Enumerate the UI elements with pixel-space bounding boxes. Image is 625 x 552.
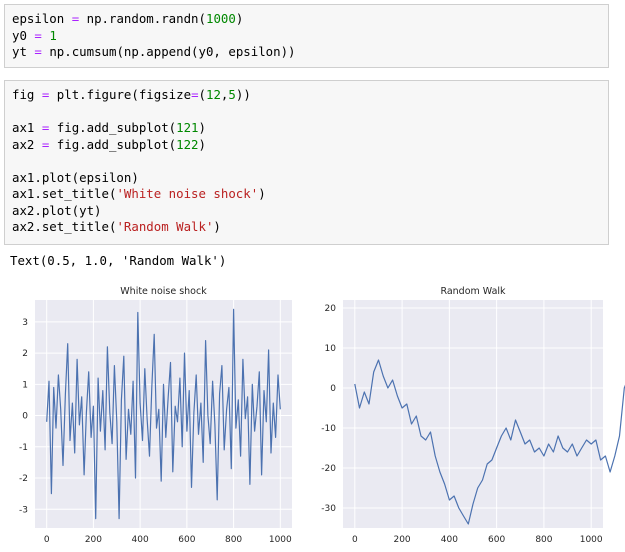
y-tick-label: 3 (22, 318, 28, 328)
code-token: = (34, 44, 42, 59)
code-token: ax1.plot(epsilon) (12, 169, 139, 185)
code-token: epsilon (12, 11, 72, 26)
y-tick-label: 0 (330, 384, 336, 394)
code-token: 121 (176, 120, 199, 135)
y-tick-label: -10 (321, 424, 336, 434)
code-token: ) (213, 219, 221, 234)
x-tick-label: 1000 (580, 535, 603, 545)
code-cell-1[interactable]: epsilon = np.random.randn(1000) y0 = 1 y… (4, 4, 609, 68)
code-token: ax1 (12, 120, 42, 135)
code-token: 12 (206, 87, 221, 102)
code-token: = (41, 120, 50, 135)
code-token: 1 (49, 27, 57, 43)
y-tick-label: -2 (19, 474, 28, 484)
y-tick-label: 0 (22, 412, 28, 422)
x-tick-label: 200 (85, 535, 102, 545)
code-token: ax2 (12, 136, 42, 152)
code-token: = (34, 27, 42, 43)
series-line (46, 308, 281, 520)
y-tick-label: -3 (19, 505, 28, 515)
code-token: 1000 (205, 11, 236, 26)
code-token: 122 (176, 136, 199, 152)
y-tick-label: 10 (325, 344, 337, 354)
code-token: np.random.randn( (79, 11, 206, 26)
code-token: yt (12, 44, 35, 59)
cell-output-text: Text(0.5, 1.0, 'Random Walk') (10, 253, 227, 268)
y-tick-label: -20 (321, 464, 336, 474)
code-token: 'White noise shock' (116, 186, 259, 201)
code-token: fig (12, 87, 42, 102)
y-tick-label: 1 (22, 380, 28, 390)
x-tick-label: 400 (441, 535, 458, 545)
y-tick-label: -30 (321, 504, 336, 514)
code-token: )) (235, 87, 251, 102)
code-cell-1-source[interactable]: epsilon = np.random.randn(1000) y0 = 1 y… (5, 5, 608, 67)
x-tick-label: 600 (178, 535, 195, 545)
code-token: = (41, 87, 50, 102)
code-token: np.cumsum(np.append(y0, epsilon)) (41, 44, 296, 59)
code-token: ax1.set_title( (12, 186, 117, 201)
code-token: y0 (12, 27, 35, 43)
y-tick-label: -1 (19, 443, 28, 453)
x-tick-label: 200 (393, 535, 410, 545)
code-cell-2[interactable]: fig = plt.figure(figsize=(12,5)) ax1 = f… (4, 80, 609, 245)
code-token: fig.add_subplot( (49, 120, 177, 135)
series-line (354, 359, 625, 525)
code-token: fig.add_subplot( (49, 136, 177, 152)
y-tick-label: 2 (22, 349, 28, 359)
code-token: 'Random Walk' (116, 219, 214, 234)
code-token: ) (235, 11, 244, 26)
code-token: 5 (228, 87, 236, 102)
x-tick-label: 400 (132, 535, 149, 545)
code-token: ax2.set_title( (12, 219, 117, 234)
chart-title: White noise shock (120, 286, 207, 297)
code-token: ( (198, 87, 206, 102)
code-token: = (41, 136, 50, 152)
x-tick-label: 0 (352, 535, 358, 545)
code-cell-2-source[interactable]: fig = plt.figure(figsize=(12,5)) ax1 = f… (5, 81, 608, 242)
code-token: ) (198, 120, 206, 135)
x-tick-label: 800 (225, 535, 242, 545)
plot-area (343, 300, 603, 528)
code-token: ) (258, 186, 266, 201)
chart-title: Random Walk (440, 286, 506, 297)
code-token: plt.figure(figsize (49, 87, 192, 102)
x-tick-label: 0 (44, 535, 50, 545)
x-tick-label: 600 (488, 535, 505, 545)
x-tick-label: 800 (535, 535, 552, 545)
plot-area (35, 300, 292, 528)
code-token: = (191, 87, 199, 102)
code-token: = (71, 11, 80, 26)
code-token: ax2.plot(yt) (12, 202, 102, 218)
y-tick-label: 20 (325, 304, 337, 314)
code-token: ) (198, 136, 206, 152)
x-tick-label: 1000 (269, 535, 292, 545)
code-token: , (220, 87, 229, 102)
